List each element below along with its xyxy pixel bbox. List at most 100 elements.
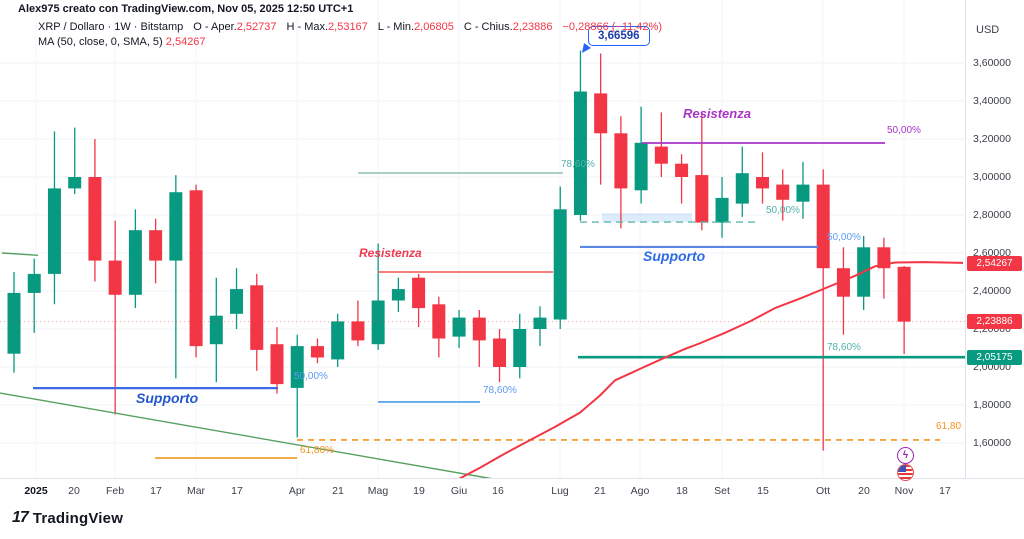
- candle[interactable]: [735, 146, 749, 217]
- candle[interactable]: [816, 169, 830, 451]
- candle[interactable]: [250, 273, 264, 371]
- low-label: L - Min.: [377, 21, 415, 33]
- candle[interactable]: [209, 277, 223, 383]
- economic-event-lightning-icon[interactable]: ϟ: [897, 447, 914, 464]
- label-fib-50-left[interactable]: 50,00%: [294, 371, 328, 382]
- candle[interactable]: [47, 131, 61, 305]
- candle[interactable]: [27, 258, 41, 333]
- label-fib-50-teal[interactable]: 50,00%: [766, 205, 800, 216]
- candle[interactable]: [88, 139, 102, 282]
- candle[interactable]: [128, 209, 142, 309]
- price-axis[interactable]: USD 3,60000 3,40000 3,20000 3,00000 2,80000 2…: [965, 0, 1024, 478]
- candle[interactable]: [7, 272, 21, 373]
- candlestick-canvas[interactable]: [0, 0, 965, 500]
- label-resistenza-red[interactable]: Resistenza: [359, 246, 422, 260]
- candle-body: [654, 146, 668, 164]
- candle-body: [27, 273, 41, 293]
- candle-body: [128, 230, 142, 295]
- high-price-callout[interactable]: 3,66596: [588, 26, 650, 46]
- label-resistenza-purple[interactable]: Resistenza: [683, 106, 751, 121]
- candle-body: [310, 346, 324, 358]
- candle[interactable]: [573, 50, 587, 221]
- candle[interactable]: [310, 338, 324, 364]
- candle[interactable]: [695, 112, 709, 231]
- candle[interactable]: [331, 313, 345, 367]
- trendline-green[interactable]: [0, 392, 506, 482]
- candle[interactable]: [452, 310, 466, 348]
- candle[interactable]: [897, 265, 911, 355]
- time-tick-label: 16: [492, 485, 504, 497]
- candle[interactable]: [675, 154, 689, 204]
- candle[interactable]: [230, 268, 244, 329]
- time-tick-label: 2025: [24, 485, 48, 497]
- candle[interactable]: [614, 116, 628, 229]
- candle[interactable]: [270, 327, 284, 394]
- candle-body: [877, 247, 891, 269]
- ma-legend[interactable]: MA (50, close, 0, SMA, 5) 2,54267: [38, 35, 662, 50]
- time-tick-label: 21: [332, 485, 344, 497]
- price-tick-label: 3,00000: [973, 171, 1011, 183]
- symbol-legend[interactable]: XRP / Dollaro · 1W · Bitstamp O - Aper.2,…: [38, 20, 662, 35]
- label-fib-618-solid[interactable]: 61,80%: [300, 445, 334, 456]
- candle[interactable]: [715, 177, 729, 238]
- candle[interactable]: [634, 106, 648, 204]
- candle-body: [472, 317, 486, 341]
- price-tick-label: 2,80000: [973, 209, 1011, 221]
- time-tick-label: 15: [757, 485, 769, 497]
- candle[interactable]: [412, 273, 426, 328]
- us-flag-canton: [898, 465, 907, 472]
- candle[interactable]: [108, 220, 122, 415]
- candle-body: [230, 289, 244, 314]
- chart-plot-area[interactable]: Resistenza Supporto 50,00% 78,60% 61,80% 61,8…: [0, 0, 965, 500]
- ma50-line[interactable]: [454, 261, 964, 482]
- candle[interactable]: [836, 247, 850, 335]
- label-fib-786-teal[interactable]: 78,60%: [827, 342, 861, 353]
- candle[interactable]: [432, 296, 446, 358]
- label-fib-786-top[interactable]: 78,60%: [561, 159, 595, 170]
- candle[interactable]: [493, 329, 507, 383]
- candle[interactable]: [654, 112, 668, 177]
- candle-body: [412, 277, 426, 309]
- label-fib-50-purple[interactable]: 50,00%: [887, 125, 921, 136]
- candle[interactable]: [290, 334, 304, 438]
- candle[interactable]: [756, 152, 770, 204]
- high-label: H - Max.: [286, 21, 329, 33]
- candle[interactable]: [472, 310, 486, 367]
- candle[interactable]: [351, 300, 365, 347]
- tradingview-logo-text: TradingView: [32, 509, 124, 527]
- candle-body: [290, 346, 304, 388]
- candle[interactable]: [533, 306, 547, 347]
- candle[interactable]: [169, 175, 183, 379]
- fib-zone-box[interactable]: [602, 213, 692, 223]
- candle-body: [796, 184, 810, 202]
- candle[interactable]: [594, 53, 608, 185]
- candle[interactable]: [553, 186, 567, 330]
- green-segment[interactable]: [1, 252, 39, 256]
- economic-event-us-flag-icon[interactable]: [897, 464, 914, 481]
- label-fib-618-dashed[interactable]: 61,80: [936, 421, 962, 432]
- candle[interactable]: [776, 169, 790, 221]
- candle[interactable]: [68, 127, 82, 195]
- label-supporto-right[interactable]: Supporto: [643, 248, 706, 264]
- candle[interactable]: [149, 218, 163, 284]
- candle-body: [189, 190, 203, 347]
- price-badge: 2,05175: [967, 349, 1022, 365]
- time-tick-label: Feb: [105, 485, 125, 497]
- time-axis[interactable]: 2025 20 Feb 17 Mar 17 Apr 21 Mag 19 Giu 16 Lug 21 Ago 1…: [0, 478, 1024, 503]
- candle-body: [47, 188, 61, 274]
- label-supporto-left[interactable]: Supporto: [136, 390, 199, 406]
- open-value: 2,52737: [236, 21, 277, 33]
- candle-body: [836, 268, 850, 297]
- candle[interactable]: [391, 277, 405, 312]
- tradingview-logo[interactable]: 17 TradingView: [12, 509, 123, 527]
- candle[interactable]: [796, 161, 810, 219]
- time-tick-label: Mag: [367, 485, 389, 497]
- candle-body: [351, 321, 365, 341]
- time-tick-label: 17: [231, 485, 243, 497]
- label-fib-50-blue-right[interactable]: 50,00%: [827, 232, 861, 243]
- candle[interactable]: [513, 313, 527, 379]
- candle[interactable]: [189, 184, 203, 358]
- candle[interactable]: [877, 237, 891, 299]
- candle[interactable]: [371, 243, 385, 350]
- label-fib-786-apr[interactable]: 78,60%: [483, 385, 517, 396]
